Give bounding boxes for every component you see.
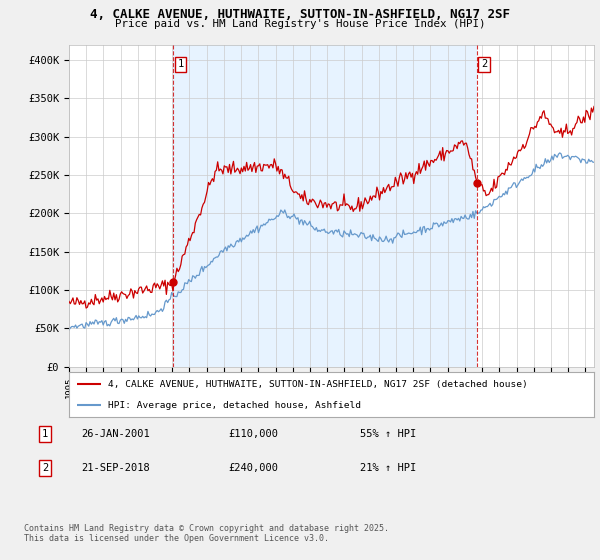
- Text: £240,000: £240,000: [228, 463, 278, 473]
- Text: £110,000: £110,000: [228, 429, 278, 439]
- Bar: [173, 45, 477, 367]
- Text: 2: 2: [481, 59, 487, 69]
- Text: 21% ↑ HPI: 21% ↑ HPI: [360, 463, 416, 473]
- Text: HPI: Average price, detached house, Ashfield: HPI: Average price, detached house, Ashf…: [109, 400, 361, 409]
- Text: 1: 1: [177, 59, 184, 69]
- Text: 2: 2: [42, 463, 48, 473]
- Text: 21-SEP-2018: 21-SEP-2018: [81, 463, 150, 473]
- Text: 1: 1: [42, 429, 48, 439]
- Text: Price paid vs. HM Land Registry's House Price Index (HPI): Price paid vs. HM Land Registry's House …: [115, 19, 485, 29]
- Text: 4, CALKE AVENUE, HUTHWAITE, SUTTON-IN-ASHFIELD, NG17 2SF: 4, CALKE AVENUE, HUTHWAITE, SUTTON-IN-AS…: [90, 8, 510, 21]
- Text: 26-JAN-2001: 26-JAN-2001: [81, 429, 150, 439]
- Text: Contains HM Land Registry data © Crown copyright and database right 2025.
This d: Contains HM Land Registry data © Crown c…: [24, 524, 389, 543]
- Text: 4, CALKE AVENUE, HUTHWAITE, SUTTON-IN-ASHFIELD, NG17 2SF (detached house): 4, CALKE AVENUE, HUTHWAITE, SUTTON-IN-AS…: [109, 380, 528, 389]
- Text: 55% ↑ HPI: 55% ↑ HPI: [360, 429, 416, 439]
